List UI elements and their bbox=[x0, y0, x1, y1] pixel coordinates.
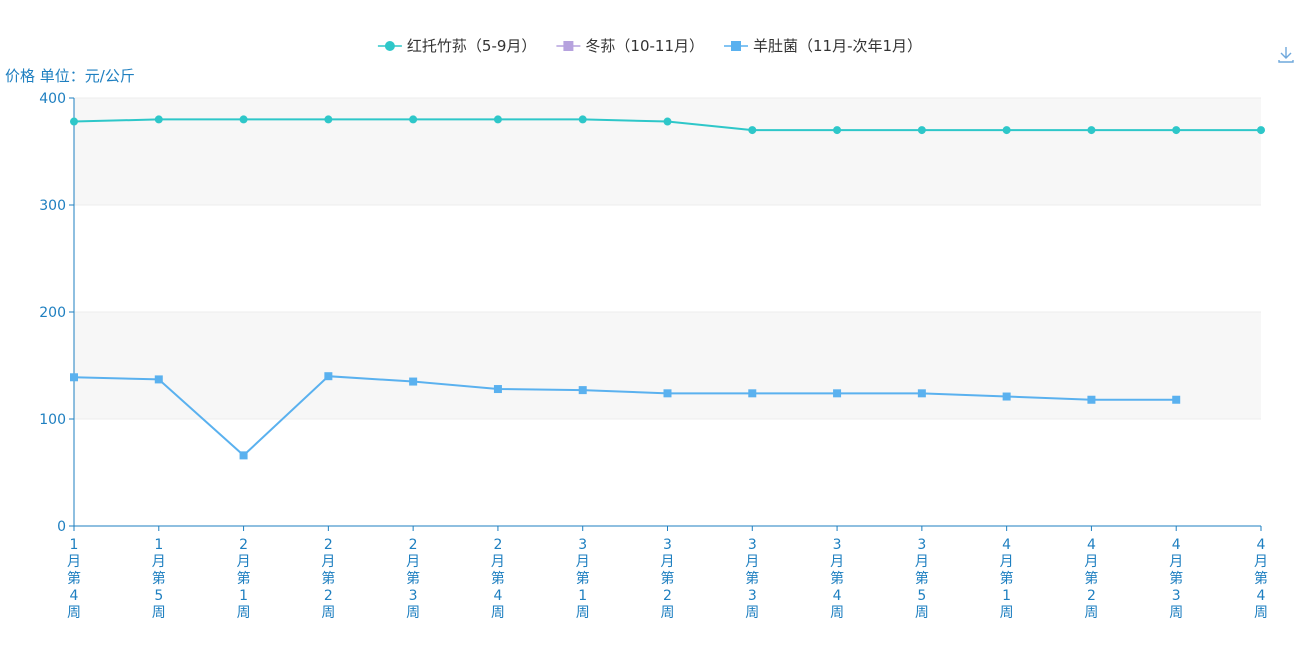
x-axis: 1 月第 4 周 1 月第 5 周 2 月第 1 周 2 月第 2 周 2 月第 3 周 2 月第 4 周 3 月第 1 周 3 月第 2 周… bbox=[67, 525, 1268, 621]
legend-marker bbox=[563, 41, 574, 51]
data-point[interactable] bbox=[493, 115, 502, 124]
data-point[interactable] bbox=[663, 389, 672, 398]
y-tick-label: 400 bbox=[39, 91, 66, 107]
series-layer bbox=[70, 115, 1265, 460]
y-tick-label: 100 bbox=[39, 412, 66, 428]
x-tick-label: 3 月第 2 周 bbox=[661, 537, 675, 621]
series-3 bbox=[70, 372, 1181, 460]
data-point[interactable] bbox=[1087, 126, 1096, 135]
y-axis: 0 100 200 300 400 bbox=[39, 91, 75, 535]
data-point[interactable] bbox=[239, 451, 248, 460]
series-line bbox=[73, 375, 1177, 457]
x-tick-label: 3 月第 1 周 bbox=[576, 537, 590, 621]
x-tick-label: 4 月第 4 周 bbox=[1254, 537, 1268, 621]
grid-band bbox=[74, 312, 1261, 419]
y-tick-label: 0 bbox=[57, 519, 66, 535]
legend-label: 冬荪（10-11月） bbox=[585, 37, 704, 55]
x-tick-label: 2 月第 4 周 bbox=[491, 537, 505, 621]
data-point[interactable] bbox=[154, 115, 163, 124]
data-point[interactable] bbox=[1172, 126, 1181, 135]
data-point[interactable] bbox=[1002, 392, 1011, 401]
data-point[interactable] bbox=[833, 389, 842, 398]
data-point[interactable] bbox=[917, 126, 926, 135]
legend-marker bbox=[731, 41, 741, 51]
x-tick-label: 2 月第 2 周 bbox=[321, 537, 335, 621]
data-point[interactable] bbox=[663, 117, 672, 126]
y-tick-label: 300 bbox=[39, 198, 66, 214]
data-point[interactable] bbox=[578, 115, 587, 124]
x-tick-label: 2 月第 1 周 bbox=[237, 537, 251, 621]
download-icon[interactable] bbox=[1278, 47, 1294, 63]
x-tick-label: 4 月第 2 周 bbox=[1084, 537, 1098, 621]
data-point[interactable] bbox=[833, 126, 842, 135]
data-point[interactable] bbox=[409, 115, 418, 124]
grid-band bbox=[74, 98, 1261, 205]
legend-marker bbox=[384, 41, 395, 51]
x-tick-label: 1 月第 4 周 bbox=[67, 537, 81, 621]
legend-item-3[interactable]: 羊肚菌（11月-次年1月） bbox=[724, 37, 922, 55]
data-point[interactable] bbox=[1257, 126, 1265, 135]
x-tick-label: 3 月第 3 周 bbox=[745, 537, 759, 621]
data-point[interactable] bbox=[578, 386, 587, 395]
legend-item-2[interactable]: 冬荪（10-11月） bbox=[556, 37, 704, 55]
legend[interactable]: 红托竹荪（5-9月） 冬荪（10-11月） 羊肚菌（11月-次年1月） bbox=[377, 37, 922, 55]
data-point[interactable] bbox=[324, 115, 333, 124]
legend-label: 羊肚菌（11月-次年1月） bbox=[753, 37, 922, 55]
y-axis-label: 价格 单位：元/公斤 bbox=[5, 67, 135, 85]
data-point[interactable] bbox=[70, 117, 78, 126]
data-point[interactable] bbox=[70, 373, 78, 382]
data-point[interactable] bbox=[239, 115, 248, 124]
series-1 bbox=[70, 115, 1265, 135]
y-tick-label: 200 bbox=[39, 305, 66, 321]
data-point[interactable] bbox=[324, 372, 333, 381]
legend-item-1[interactable]: 红托竹荪（5-9月） bbox=[377, 37, 537, 55]
x-tick-label: 4 月第 1 周 bbox=[1000, 537, 1014, 621]
data-point[interactable] bbox=[493, 385, 502, 394]
data-point[interactable] bbox=[1087, 395, 1096, 404]
x-tick-label: 2 月第 3 周 bbox=[406, 537, 420, 621]
grid-bands bbox=[74, 98, 1261, 419]
x-tick-label: 4 月第 3 周 bbox=[1169, 537, 1183, 621]
data-point[interactable] bbox=[409, 377, 418, 386]
data-point[interactable] bbox=[1002, 126, 1011, 135]
data-point[interactable] bbox=[917, 389, 926, 398]
grid-lines bbox=[74, 97, 1261, 420]
legend-label: 红托竹荪（5-9月） bbox=[407, 37, 537, 55]
data-point[interactable] bbox=[154, 375, 163, 384]
data-point[interactable] bbox=[748, 126, 757, 135]
x-tick-label: 1 月第 5 周 bbox=[152, 537, 166, 621]
data-point[interactable] bbox=[1172, 395, 1181, 404]
data-point[interactable] bbox=[748, 389, 757, 398]
x-tick-label: 3 月第 4 周 bbox=[830, 537, 844, 621]
x-tick-label: 3 月第 5 周 bbox=[915, 537, 929, 621]
